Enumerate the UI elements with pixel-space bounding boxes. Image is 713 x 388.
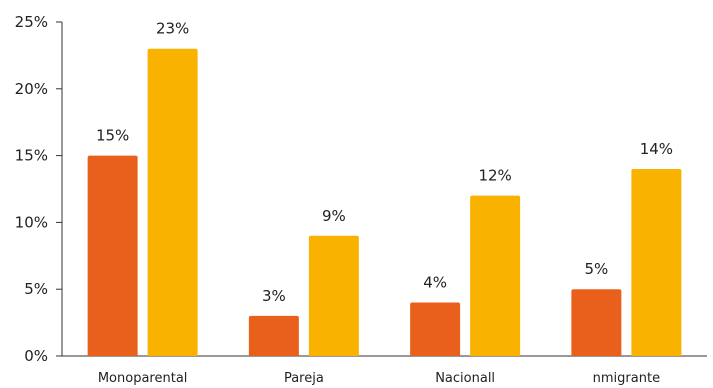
bar-nmigrante-series-2 (631, 168, 682, 356)
bar-monoparental-series-1 (87, 155, 138, 356)
data-label: 3% (262, 287, 286, 305)
category-label: Pareja (284, 371, 324, 386)
bar-pareja-series-1 (248, 315, 299, 356)
bar-nacionall-series-1 (410, 302, 461, 356)
category-label: nmigrante (593, 371, 660, 386)
y-tick-label: 20% (15, 80, 48, 98)
bar-nmigrante-series-1 (571, 289, 622, 356)
y-tick-label: 10% (15, 213, 48, 231)
data-label: 9% (322, 207, 346, 225)
data-label: 12% (478, 167, 511, 185)
data-label: 23% (156, 20, 189, 38)
y-tick-label: 15% (15, 147, 48, 165)
data-labels: 15% 23% 3% 9% 4% 12% 5% 14% (96, 20, 673, 305)
bars (87, 48, 682, 356)
y-axis: 0% 5% 10% 15% 20% 25% (15, 13, 63, 365)
bar-nacionall-series-2 (470, 195, 521, 356)
bar-monoparental-series-2 (147, 48, 198, 356)
category-label: Nacionall (435, 371, 495, 386)
data-label: 15% (96, 127, 129, 145)
data-label: 5% (584, 260, 608, 278)
y-tick-label: 5% (24, 280, 48, 298)
data-label: 4% (423, 274, 447, 292)
y-tick-label: 0% (24, 347, 48, 365)
y-tick-label: 25% (15, 13, 48, 31)
x-axis: Monoparental Pareja Nacionall nmigrante (62, 355, 707, 386)
category-label: Monoparental (98, 371, 188, 386)
data-label: 14% (640, 140, 673, 158)
bar-pareja-series-2 (308, 235, 359, 356)
